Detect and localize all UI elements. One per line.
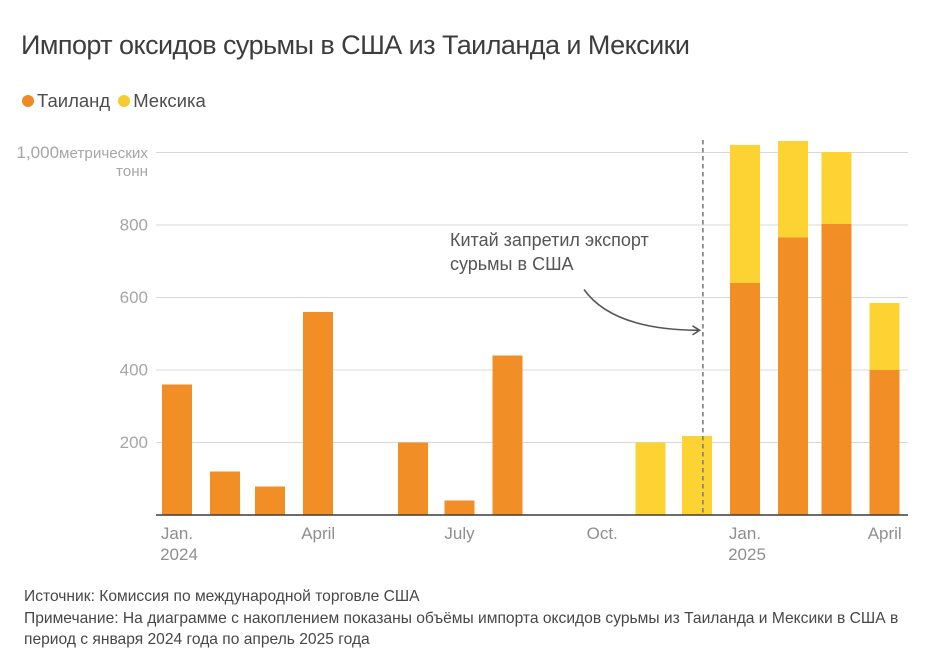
svg-text:April: April bbox=[301, 524, 335, 543]
svg-text:1,000метрических: 1,000метрических bbox=[17, 143, 149, 162]
svg-text:Китай запретил экспорт: Китай запретил экспорт bbox=[450, 230, 649, 250]
svg-text:600: 600 bbox=[120, 288, 148, 307]
svg-text:April: April bbox=[868, 524, 902, 543]
svg-text:2024: 2024 bbox=[160, 545, 198, 564]
svg-text:200: 200 bbox=[120, 433, 148, 452]
svg-text:2025: 2025 bbox=[728, 545, 766, 564]
svg-text:тонн: тонн bbox=[116, 163, 148, 180]
svg-text:Jan.: Jan. bbox=[161, 524, 193, 543]
svg-text:Oct.: Oct. bbox=[587, 524, 618, 543]
svg-text:July: July bbox=[444, 524, 475, 543]
svg-text:сурьмы в США: сурьмы в США bbox=[450, 254, 574, 274]
svg-text:800: 800 bbox=[120, 216, 148, 235]
svg-text:Jan.: Jan. bbox=[729, 524, 761, 543]
svg-text:400: 400 bbox=[120, 361, 148, 380]
